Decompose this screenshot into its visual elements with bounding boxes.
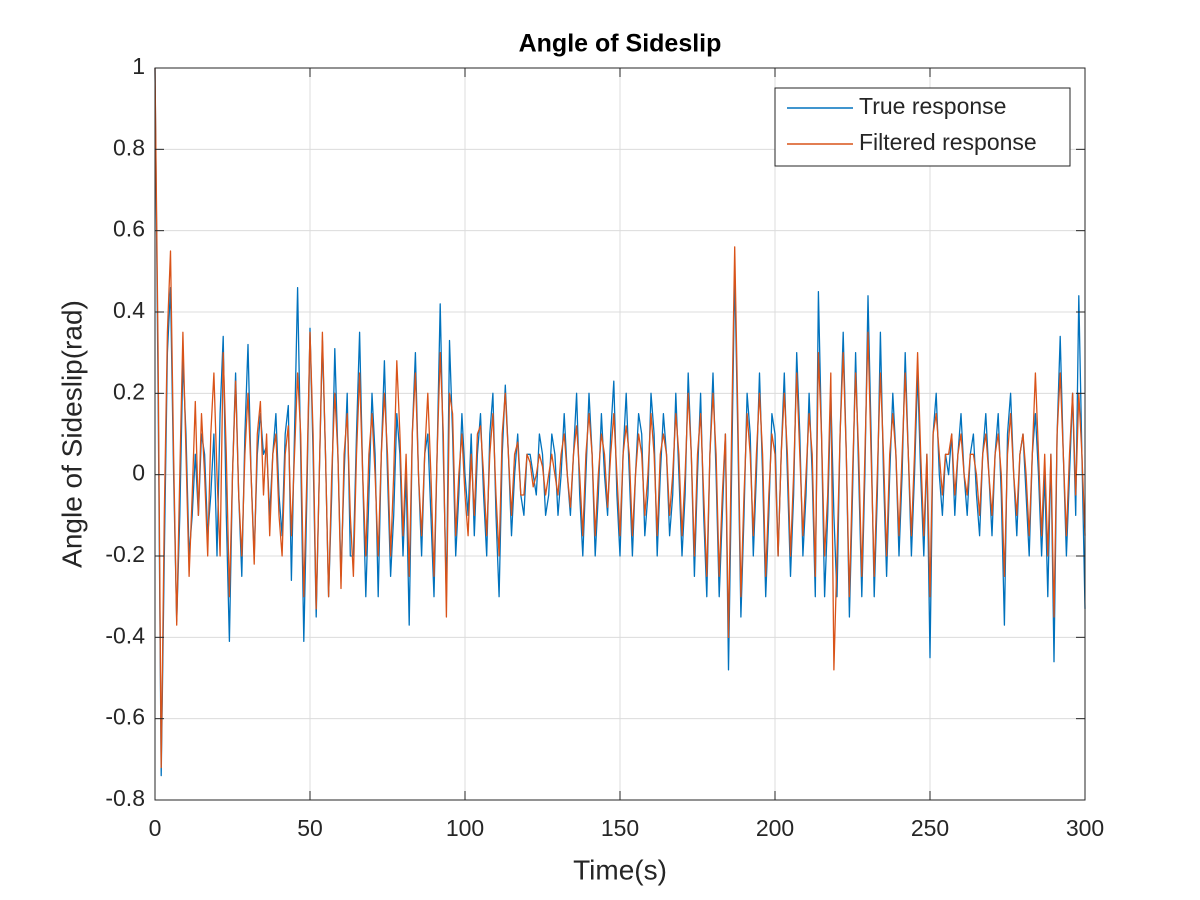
y-tick-label: 1: [132, 53, 145, 79]
x-tick-label: 0: [149, 815, 162, 841]
y-axis-label: Angle of Sideslip(rad): [56, 300, 87, 568]
y-tick-label: -0.2: [105, 541, 145, 567]
chart-title: Angle of Sideslip: [519, 30, 722, 58]
x-tick-label: 100: [446, 815, 484, 841]
y-tick-label: 0.8: [113, 134, 145, 160]
x-tick-label: 50: [297, 815, 323, 841]
lines-layer: [154, 67, 1086, 777]
y-tick-label: -0.8: [105, 785, 145, 811]
series-line: [154, 67, 1086, 777]
x-tick-label: 300: [1066, 815, 1104, 841]
series-line: [154, 67, 1086, 769]
x-tick-label: 150: [601, 815, 639, 841]
x-tick-label: 200: [756, 815, 794, 841]
y-tick-label: 0.4: [113, 297, 145, 323]
x-axis-label: Time(s): [573, 854, 667, 885]
ticks-layer: 0 50 100 150 200 250 300 -0.8 -0.6 -0.4 -0.2 0 0.2 0.…: [105, 53, 1104, 841]
legend-label: True response: [859, 93, 1006, 119]
y-tick-label: -0.6: [105, 704, 145, 730]
y-tick-label: 0: [132, 460, 145, 486]
legend-box: [774, 87, 1071, 167]
legend: True response Filtered response: [774, 87, 1071, 167]
y-tick-label: 0.2: [113, 378, 145, 404]
legend-label: Filtered response: [859, 129, 1037, 155]
y-tick-label: -0.4: [105, 622, 145, 648]
x-tick-label: 250: [911, 815, 949, 841]
y-tick-label: 0.6: [113, 216, 145, 242]
